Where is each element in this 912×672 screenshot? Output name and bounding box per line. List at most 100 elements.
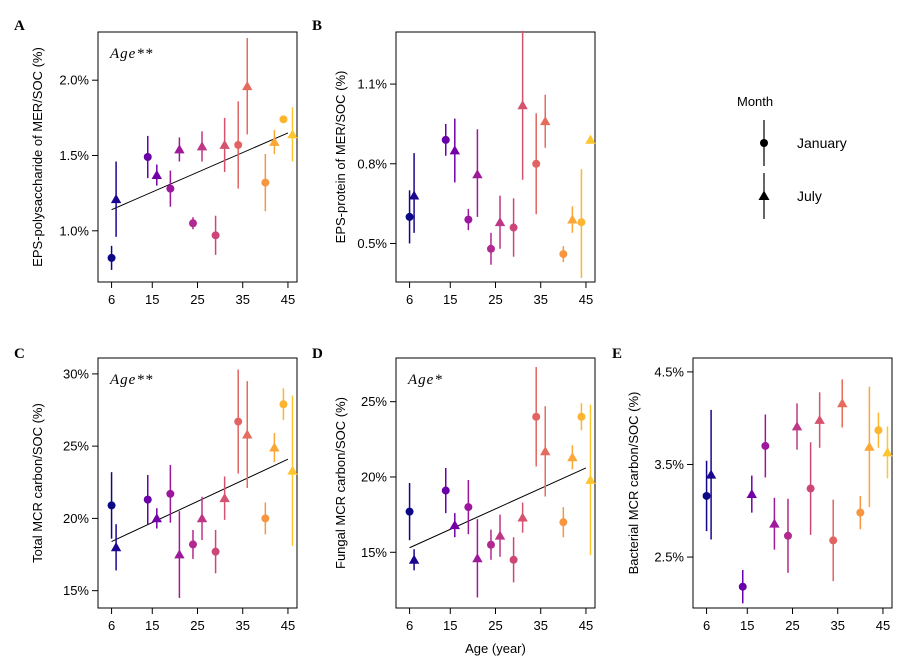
legend-title: Month [737, 94, 773, 109]
x-tick-label: 25 [190, 618, 204, 633]
data-point-july [864, 441, 875, 451]
y-axis-title: Bacterial MCR carbon/SOC (%) [626, 392, 641, 575]
data-point-july [494, 217, 506, 227]
data-point-january [188, 540, 197, 549]
data-point-january [464, 215, 473, 224]
trend-line [409, 467, 587, 549]
y-axis-title: EPS-polysaccharide of MER/SOC (%) [30, 47, 45, 267]
data-point-july [151, 513, 162, 523]
data-point-january [261, 178, 270, 187]
data-point-january [532, 412, 541, 421]
x-axis-title: Age (year) [465, 641, 526, 656]
plot-frame [692, 357, 893, 609]
panel-letter: A [14, 18, 25, 34]
y-tick-label: 30% [63, 366, 89, 381]
panel-e: E 6 15 25 35 45 2.5% 3.5% 4.5% Bacterial MCR carb… [612, 346, 893, 633]
data-point-january [509, 223, 518, 232]
data-point-july [174, 144, 185, 154]
data-point-january [441, 135, 450, 144]
y-tick-label: 25% [63, 439, 89, 454]
data-point-july [494, 530, 506, 540]
y-tick-label: 1.1% [357, 77, 387, 92]
x-tick-label: 45 [579, 618, 593, 633]
data-point-january [188, 219, 197, 228]
data-point-january [441, 486, 450, 495]
data-point-january [577, 218, 586, 227]
data-point-july [517, 512, 528, 522]
data-point-january [234, 417, 243, 426]
data-point-january [829, 536, 838, 545]
data-point-july [791, 421, 803, 431]
y-tick-label: 1.0% [59, 223, 89, 238]
data-point-july [540, 446, 551, 456]
data-point-july [540, 116, 551, 126]
panel-b: B 6 15 25 35 45 0.5% 0.8% 1.1% EPS-protein of MER… [312, 18, 596, 307]
data-point-july [517, 100, 528, 110]
x-tick-label: 15 [443, 618, 457, 633]
data-point-january [532, 159, 541, 168]
data-point-july [746, 488, 757, 499]
data-point-july [472, 553, 483, 563]
x-tick-label: 25 [785, 618, 799, 633]
data-point-january [166, 489, 175, 498]
panel-letter: C [14, 346, 25, 362]
data-point-july [242, 429, 253, 439]
data-point-january [509, 555, 518, 564]
data-point-july [472, 169, 483, 179]
data-point-july [705, 469, 717, 479]
data-point-january [143, 495, 152, 504]
data-point-july [449, 145, 460, 155]
x-tick-label: 25 [488, 618, 502, 633]
panel-d: D 6 15 25 35 45 15% 20% 25% Fungal MCR carbon/SOC… [312, 346, 596, 656]
data-point-january [486, 540, 495, 549]
y-tick-label: 20% [63, 511, 89, 526]
data-point-july [269, 136, 280, 146]
data-point-july [882, 447, 893, 457]
x-tick-label: 35 [235, 618, 249, 633]
y-tick-label: 0.5% [357, 236, 387, 251]
x-tick-label: 45 [281, 618, 295, 633]
legend-key-triangle [758, 190, 770, 200]
significance-annotation: Age** [109, 372, 153, 388]
data-point-january [874, 426, 883, 435]
data-point-january [486, 244, 495, 253]
data-point-july [769, 518, 780, 528]
x-tick-label: 35 [830, 618, 844, 633]
data-point-july [585, 134, 596, 144]
data-point-july [287, 465, 298, 475]
data-point-january [107, 501, 116, 510]
x-tick-label: 15 [740, 618, 754, 633]
data-point-january [464, 503, 473, 512]
legend: Month January July [737, 94, 847, 219]
x-tick-label: 6 [406, 618, 413, 633]
plot-frame [395, 31, 596, 283]
data-point-january [234, 140, 243, 149]
legend-label-january: January [797, 135, 847, 151]
plot-frame [395, 357, 596, 609]
y-tick-label: 2.0% [59, 73, 89, 88]
data-point-january [107, 253, 116, 262]
x-tick-label: 15 [145, 292, 159, 307]
plot-frame [97, 357, 298, 609]
data-point-january [738, 582, 747, 591]
data-point-january [166, 184, 175, 193]
data-point-january [211, 231, 220, 240]
x-tick-label: 25 [190, 292, 204, 307]
data-point-july [196, 141, 208, 151]
data-point-july [219, 139, 230, 149]
x-tick-label: 35 [235, 292, 249, 307]
y-axis-title: EPS-protein of MER/SOC (%) [333, 71, 348, 244]
y-tick-label: 0.8% [357, 156, 387, 171]
x-tick-label: 25 [488, 292, 502, 307]
y-tick-label: 15% [361, 545, 387, 560]
panel-letter: B [312, 18, 322, 34]
data-point-january [559, 518, 568, 527]
y-tick-label: 3.5% [654, 457, 684, 472]
y-tick-label: 2.5% [654, 550, 684, 565]
x-tick-label: 6 [108, 292, 115, 307]
y-tick-label: 25% [361, 394, 387, 409]
y-tick-label: 15% [63, 583, 89, 598]
data-point-july [242, 81, 253, 91]
data-point-july [449, 519, 460, 530]
